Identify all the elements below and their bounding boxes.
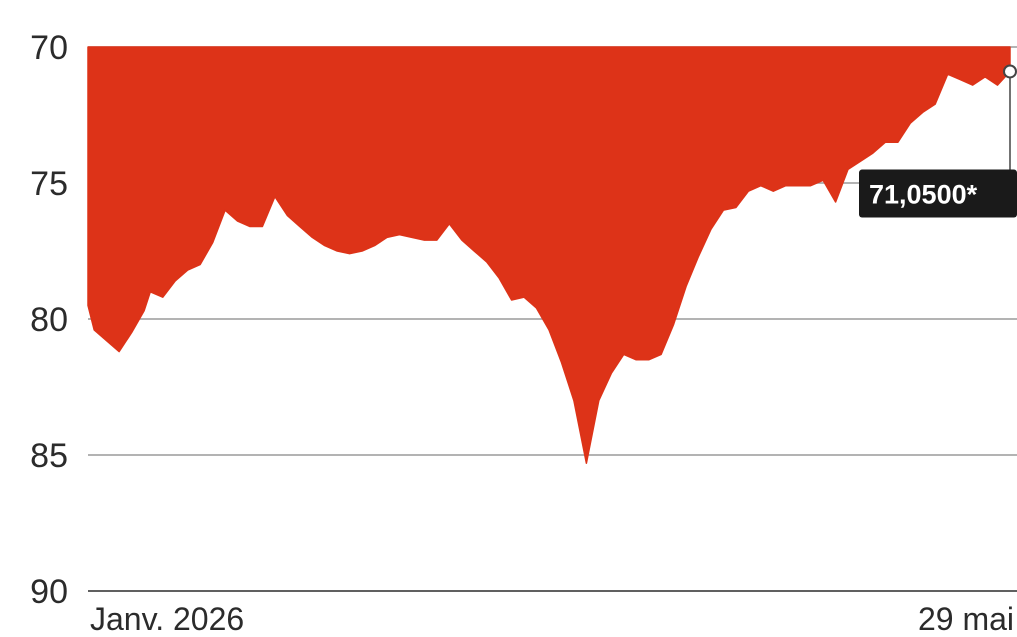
y-tick-label-80: 80 [30,301,68,339]
value-callout-label: 71,0500* [869,180,978,210]
y-tick-label-90: 90 [30,573,68,611]
value-callout-box [859,169,1017,218]
y-axis-tick-labels: 70 75 80 85 90 [30,29,68,611]
current-value-marker [1003,64,1017,79]
x-axis-end-label: 29 mai [918,601,1014,637]
y-tick-label-75: 75 [30,165,68,203]
y-tick-label-70: 70 [30,29,68,67]
x-axis-start-label: Janv. 2026 [90,601,244,637]
data-area [87,46,1011,464]
value-callout: 71,0500* [859,169,1017,218]
y-tick-label-85: 85 [30,437,68,475]
